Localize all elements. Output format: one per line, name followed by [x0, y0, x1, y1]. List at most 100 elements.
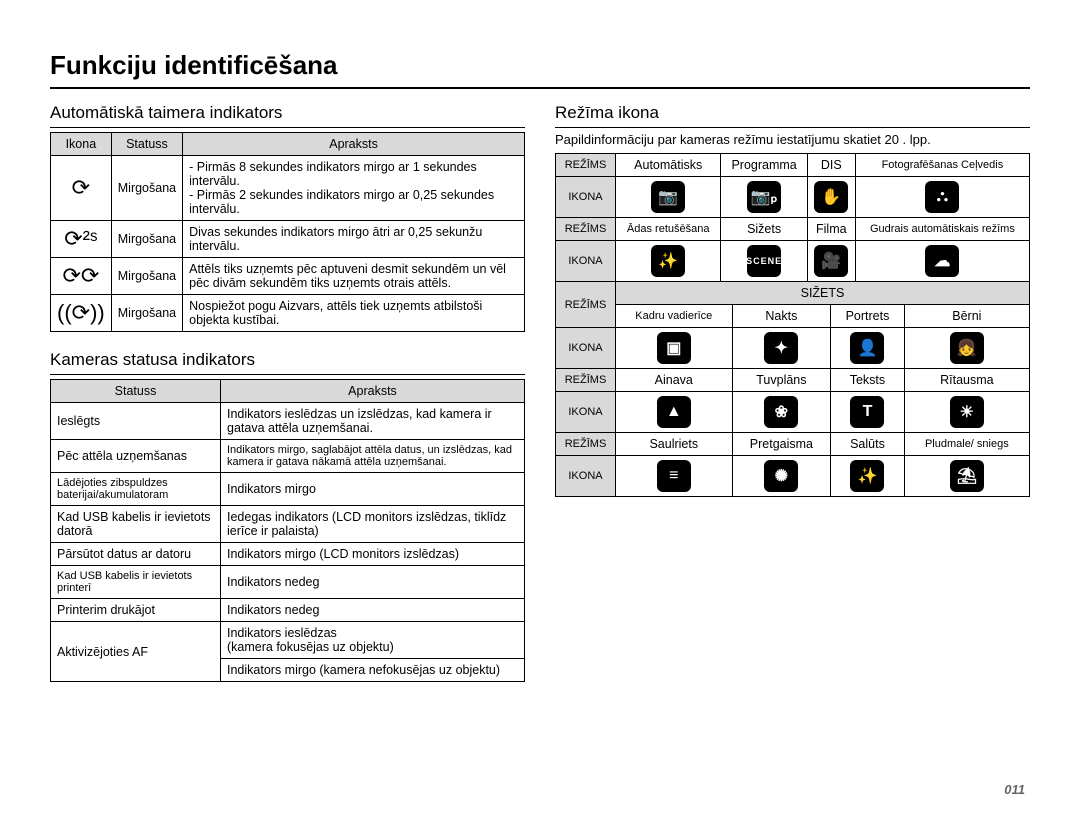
- mode-name: Sižets: [721, 218, 807, 241]
- rowlabel-icon: IKONA: [556, 456, 616, 497]
- mode-name: Teksts: [831, 369, 904, 392]
- status-label: Pēc attēla uzņemšanas: [51, 440, 221, 473]
- table-row: Pēc attēla uzņemšanas Indikators mirgo, …: [51, 440, 525, 473]
- th-desc: Apraksts: [183, 133, 525, 156]
- status-desc: Indikators mirgo (kamera nefokusējas uz …: [221, 659, 525, 682]
- table-row: Kad USB kabelis ir ievietots printerī In…: [51, 566, 525, 599]
- smart-icon: ☁: [925, 245, 959, 277]
- mode-name: Kadru vadierīce: [616, 305, 733, 328]
- status-desc: Indikators ieslēdzas (kamera fokusējas u…: [221, 622, 525, 659]
- mode-section-title: Režīma ikona: [555, 103, 1030, 128]
- status-desc: Indikators mirgo, saglabājot attēla datu…: [221, 440, 525, 473]
- status-desc: Indikators ieslēdzas un izslēdzas, kad k…: [221, 403, 525, 440]
- table-row: ((⟳)) Mirgošana Nospiežot pogu Aizvars, …: [51, 295, 525, 332]
- timer-desc: - Pirmās 8 sekundes indikators mirgo ar …: [183, 156, 525, 221]
- scene-header: SIŽETS: [616, 282, 1030, 305]
- table-row: Aktivizējoties AF Indikators ieslēdzas (…: [51, 622, 525, 659]
- status-desc: Iedegas indikators (LCD monitors izslēdz…: [221, 506, 525, 543]
- guide-icon: ⛬: [925, 181, 959, 213]
- mode-table-1: REŽĪMS Automātisks Programma DIS Fotogra…: [555, 153, 1030, 282]
- mode-name: Nakts: [732, 305, 831, 328]
- th-status: Statuss: [111, 133, 182, 156]
- text-icon: T: [850, 396, 884, 428]
- mode-name: Fotografēšanas Ceļvedis: [855, 154, 1029, 177]
- timer-desc: Nospiežot pogu Aizvars, attēls tiek uzņe…: [183, 295, 525, 332]
- mode-name: Gudrais automātiskais režīms: [855, 218, 1029, 241]
- beauty-icon: ✨: [651, 245, 685, 277]
- mode-name: Automātisks: [616, 154, 721, 177]
- table-row: ⟳²ˢ Mirgošana Divas sekundes indikators …: [51, 221, 525, 258]
- mode-name: Portrets: [831, 305, 904, 328]
- beach-icon: ⛱: [950, 460, 984, 492]
- sunset-icon: ≡: [657, 460, 691, 492]
- th-desc: Apraksts: [221, 380, 525, 403]
- backlight-icon: ✺: [764, 460, 798, 492]
- th-icon: Ikona: [51, 133, 112, 156]
- camera-icon: 📷: [651, 181, 685, 213]
- landscape-icon: ▲: [657, 396, 691, 428]
- mode-name: Pludmale/ sniegs: [904, 433, 1029, 456]
- dawn-icon: ☀: [950, 396, 984, 428]
- timer-icon: ⟳⟳: [51, 258, 112, 295]
- closeup-icon: ❀: [764, 396, 798, 428]
- rowlabel-icon: IKONA: [556, 392, 616, 433]
- night-icon: ✦: [764, 332, 798, 364]
- rowlabel-mode: REŽĪMS: [556, 154, 616, 177]
- page-number: 011: [1004, 782, 1025, 797]
- mode-name: Bērni: [904, 305, 1029, 328]
- table-row: ⟳ Mirgošana - Pirmās 8 sekundes indikato…: [51, 156, 525, 221]
- mode-name: Programma: [721, 154, 807, 177]
- right-column: Režīma ikona Papildinformāciju par kamer…: [555, 103, 1030, 682]
- timer-desc: Divas sekundes indikators mirgo ātri ar …: [183, 221, 525, 258]
- table-row: ⟳⟳ Mirgošana Attēls tiks uzņemts pēc apt…: [51, 258, 525, 295]
- mode-name: Saulriets: [616, 433, 733, 456]
- rowlabel-mode: REŽĪMS: [556, 369, 616, 392]
- status-desc: Indikators mirgo: [221, 473, 525, 506]
- table-row: Lādējoties zibspuldzes baterijai/akumula…: [51, 473, 525, 506]
- status-label: Pārsūtot datus ar datoru: [51, 543, 221, 566]
- timer-section-title: Automātiskā taimera indikators: [50, 103, 525, 128]
- mode-name: Ādas retušēšana: [616, 218, 721, 241]
- status-table: Statuss Apraksts Ieslēgts Indikators ies…: [50, 379, 525, 682]
- portrait-icon: 👤: [850, 332, 884, 364]
- timer-status: Mirgošana: [111, 221, 182, 258]
- timer-icon: ⟳²ˢ: [51, 221, 112, 258]
- timer-icon: ⟳: [51, 156, 112, 221]
- firework-icon: ✨: [850, 460, 884, 492]
- mode-name: Rītausma: [904, 369, 1029, 392]
- mode-table-2: REŽĪMS SIŽETS Kadru vadierīce Nakts Port…: [555, 281, 1030, 497]
- movie-icon: 🎥: [814, 245, 848, 277]
- timer-status: Mirgošana: [111, 156, 182, 221]
- status-label: Aktivizējoties AF: [51, 622, 221, 682]
- dis-icon: ✋: [814, 181, 848, 213]
- left-column: Automātiskā taimera indikators Ikona Sta…: [50, 103, 525, 682]
- mode-name: Ainava: [616, 369, 733, 392]
- status-label: Printerim drukājot: [51, 599, 221, 622]
- rowlabel-mode: REŽĪMS: [556, 218, 616, 241]
- timer-status: Mirgošana: [111, 258, 182, 295]
- timer-desc: Attēls tiks uzņemts pēc aptuveni desmit …: [183, 258, 525, 295]
- mode-name: Tuvplāns: [732, 369, 831, 392]
- table-row: Ieslēgts Indikators ieslēdzas un izslēdz…: [51, 403, 525, 440]
- rowlabel-mode: REŽĪMS: [556, 282, 616, 328]
- timer-table: Ikona Statuss Apraksts ⟳ Mirgošana - Pir…: [50, 132, 525, 332]
- th-status: Statuss: [51, 380, 221, 403]
- rowlabel-icon: IKONA: [556, 241, 616, 282]
- table-row: Printerim drukājot Indikators nedeg: [51, 599, 525, 622]
- scene-icon: SCENE: [747, 245, 781, 277]
- mode-name: Filma: [807, 218, 855, 241]
- rowlabel-icon: IKONA: [556, 328, 616, 369]
- table-row: Pārsūtot datus ar datoru Indikators mirg…: [51, 543, 525, 566]
- mode-name: Salūts: [831, 433, 904, 456]
- children-icon: 👧: [950, 332, 984, 364]
- mode-name: DIS: [807, 154, 855, 177]
- rowlabel-mode: REŽĪMS: [556, 433, 616, 456]
- status-label: Kad USB kabelis ir ievietots printerī: [51, 566, 221, 599]
- page-title: Funkciju identificēšana: [50, 50, 1030, 89]
- rowlabel-icon: IKONA: [556, 177, 616, 218]
- table-row: Kad USB kabelis ir ievietots datorā Iede…: [51, 506, 525, 543]
- status-label: Ieslēgts: [51, 403, 221, 440]
- program-icon: 📷ₚ: [747, 181, 781, 213]
- mode-note: Papildinformāciju par kameras režīmu ies…: [555, 132, 1030, 147]
- mode-name: Pretgaisma: [732, 433, 831, 456]
